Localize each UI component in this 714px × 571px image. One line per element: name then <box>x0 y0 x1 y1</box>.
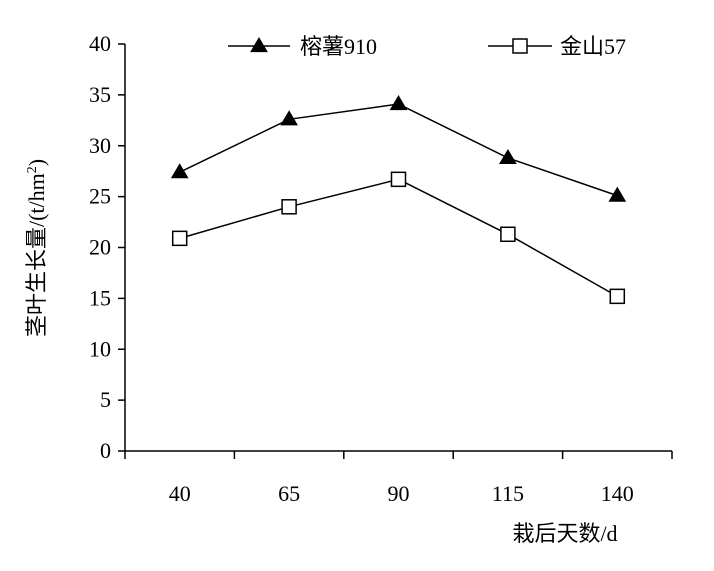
y-axis-title-superscript: 2 <box>25 166 40 173</box>
series-2 <box>171 171 626 305</box>
x-tick-label: 90 <box>388 481 410 506</box>
y-tick-label: 20 <box>89 235 111 260</box>
y-tick-label: 35 <box>89 82 111 107</box>
y-axis-title-end: ) <box>24 159 49 166</box>
series-1 <box>170 95 627 202</box>
y-tick-label: 10 <box>89 336 111 361</box>
y-tick-labels: 0 5 10 15 20 25 30 35 40 <box>89 31 111 463</box>
legend-item-2: 金山57 <box>488 34 626 59</box>
data-point <box>390 171 407 188</box>
data-point <box>171 230 188 247</box>
y-tick-label: 25 <box>89 184 111 209</box>
legend-label: 金山57 <box>560 34 626 59</box>
data-point <box>608 186 627 202</box>
x-tick-label: 65 <box>278 481 300 506</box>
data-point <box>281 199 297 215</box>
x-axis-title: 栽后天数/d <box>512 521 617 546</box>
data-point <box>280 110 298 126</box>
data-point <box>389 95 408 111</box>
legend-marker <box>250 37 268 53</box>
data-point <box>499 148 517 165</box>
y-tick-label: 15 <box>89 285 111 310</box>
y-axis-title: 茎叶生长量/(t/hm2) <box>24 159 49 337</box>
legend-marker <box>512 38 528 54</box>
data-point <box>609 288 626 305</box>
y-tick-label: 0 <box>100 438 111 463</box>
x-tick-label: 40 <box>169 481 191 506</box>
data-point <box>500 226 516 243</box>
series-layer <box>170 95 627 305</box>
legend-item-1: 榕薯910 <box>228 34 377 59</box>
y-tick-label: 30 <box>89 133 111 158</box>
y-tick-label: 5 <box>100 387 111 412</box>
x-tick-label: 140 <box>601 481 634 506</box>
data-point <box>170 163 189 179</box>
legend-label: 榕薯910 <box>300 34 377 59</box>
axes <box>118 43 673 459</box>
y-tick-label: 40 <box>89 31 111 56</box>
series-line <box>179 178 618 297</box>
y-axis-title-main: 茎叶生长量/(t/hm <box>24 173 49 337</box>
x-tick-labels: 40 65 90 115 140 <box>169 481 634 506</box>
legend: 榕薯910 金山57 <box>228 34 626 59</box>
x-tick-label: 115 <box>492 481 524 506</box>
